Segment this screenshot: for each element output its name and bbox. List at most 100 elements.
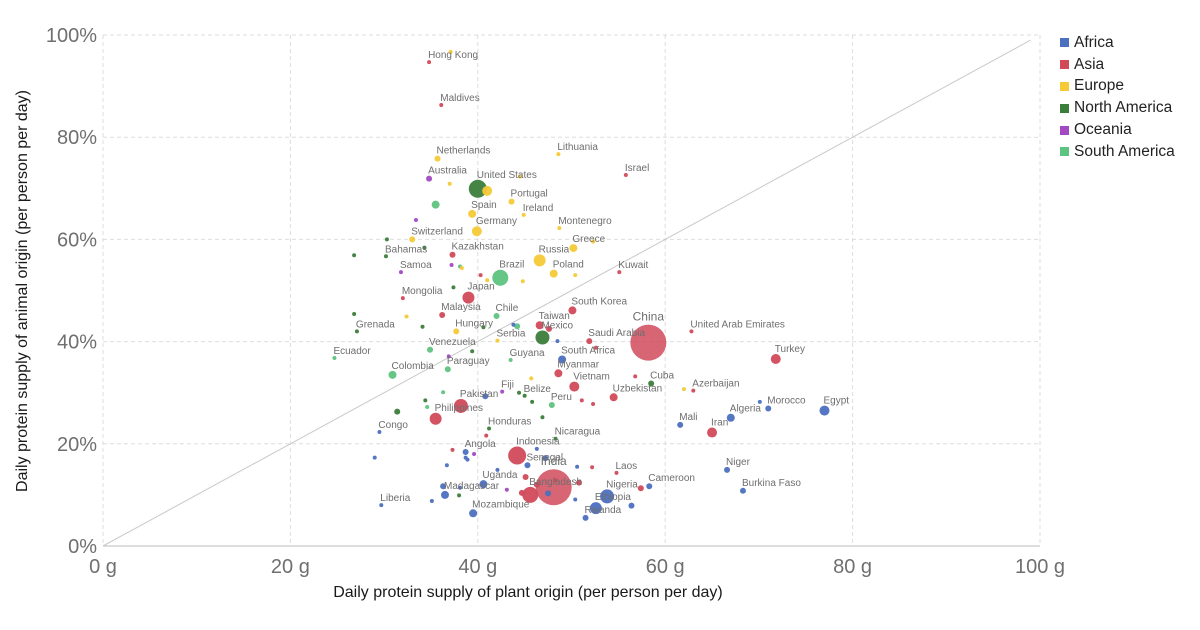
data-point-niger[interactable] [724, 466, 731, 473]
data-point-uganda[interactable] [479, 480, 488, 489]
data-point-algeria[interactable] [726, 413, 735, 422]
data-point-pakistan[interactable] [453, 398, 468, 413]
data-point-united-states[interactable] [468, 179, 487, 198]
data-point-brazil[interactable] [492, 269, 509, 286]
data-point[interactable] [533, 481, 540, 488]
data-point[interactable] [352, 253, 357, 258]
data-point[interactable] [495, 467, 500, 472]
data-point[interactable] [575, 479, 582, 486]
data-point[interactable] [591, 401, 596, 406]
data-point-vietnam[interactable] [569, 381, 580, 392]
data-point-guyana[interactable] [508, 357, 513, 362]
data-point[interactable] [446, 354, 451, 359]
data-point-hong-kong[interactable] [427, 60, 432, 65]
data-point[interactable] [514, 323, 521, 330]
data-point[interactable] [504, 487, 509, 492]
data-point-switzerland[interactable] [409, 236, 416, 243]
data-point[interactable] [465, 457, 470, 462]
data-point[interactable] [575, 464, 580, 469]
data-point-cuba[interactable] [648, 380, 655, 387]
data-point-lithuania[interactable] [556, 152, 561, 157]
data-point[interactable] [546, 325, 553, 332]
data-point[interactable] [485, 278, 490, 283]
data-point[interactable] [518, 489, 525, 496]
legend-item-oceania[interactable]: Oceania [1060, 119, 1175, 141]
data-point[interactable] [517, 390, 522, 395]
data-point-kuwait[interactable] [617, 270, 622, 275]
data-point[interactable] [429, 499, 434, 504]
data-point-nicaragua[interactable] [553, 436, 558, 441]
data-point[interactable] [628, 502, 635, 509]
data-point[interactable] [522, 474, 529, 481]
data-point-mongolia[interactable] [400, 296, 405, 301]
data-point-saudi-arabia[interactable] [586, 338, 593, 345]
data-point-serbia[interactable] [495, 338, 500, 343]
legend-item-asia[interactable]: Asia [1060, 54, 1175, 76]
data-point[interactable] [404, 314, 409, 319]
data-point[interactable] [517, 174, 522, 179]
data-point[interactable] [555, 339, 560, 344]
data-point[interactable] [540, 415, 545, 420]
data-point-laos[interactable] [614, 470, 619, 475]
data-point[interactable] [457, 493, 462, 498]
data-point-ireland[interactable] [521, 212, 526, 217]
data-point-senegal[interactable] [524, 462, 531, 469]
data-point[interactable] [372, 455, 377, 460]
data-point-greece[interactable] [569, 244, 578, 253]
data-point[interactable] [472, 452, 477, 457]
data-point-grenada[interactable] [354, 329, 359, 334]
data-point-morocco[interactable] [765, 405, 772, 412]
data-point-nigeria[interactable] [600, 489, 615, 504]
data-point[interactable] [484, 433, 489, 438]
data-point[interactable] [757, 399, 762, 404]
data-point-samoa[interactable] [398, 270, 403, 275]
data-point[interactable] [413, 217, 418, 222]
data-point-japan[interactable] [462, 291, 475, 304]
data-point-russia[interactable] [533, 254, 546, 267]
data-point-ethiopia[interactable] [589, 502, 602, 515]
data-point[interactable] [449, 262, 454, 267]
data-point-chile[interactable] [493, 313, 500, 320]
data-point-taiwan[interactable] [535, 321, 544, 330]
data-point[interactable] [447, 181, 452, 186]
data-point[interactable] [529, 376, 534, 381]
data-point-maldives[interactable] [439, 103, 444, 108]
data-point[interactable] [593, 345, 598, 350]
data-point[interactable] [637, 485, 644, 492]
data-point-egypt[interactable] [819, 405, 830, 416]
data-point[interactable] [482, 393, 489, 400]
legend-item-south-america[interactable]: South America [1060, 141, 1175, 163]
data-point-bangladesh[interactable] [522, 486, 539, 503]
data-point-honduras[interactable] [487, 426, 492, 431]
data-point[interactable] [459, 266, 464, 271]
data-point-belize[interactable] [522, 393, 527, 398]
data-point[interactable] [481, 325, 486, 330]
data-point-congo[interactable] [377, 430, 382, 435]
data-point[interactable] [511, 322, 516, 327]
data-point-indonesia[interactable] [508, 446, 527, 465]
data-point-madagascar[interactable] [441, 490, 450, 499]
data-point[interactable] [545, 490, 552, 497]
data-point-peru[interactable] [548, 401, 555, 408]
data-point-angola[interactable] [462, 448, 469, 455]
data-point-spain[interactable] [468, 209, 477, 218]
data-point-philippines[interactable] [429, 412, 442, 425]
data-point-azerbaijan[interactable] [691, 388, 696, 393]
data-point-rwanda[interactable] [582, 514, 589, 521]
data-point[interactable] [352, 312, 357, 317]
data-point-mexico[interactable] [535, 330, 550, 345]
data-point[interactable] [591, 239, 596, 244]
data-point[interactable] [482, 185, 493, 196]
data-point-malaysia[interactable] [439, 312, 446, 319]
data-point[interactable] [478, 273, 483, 278]
data-point-fiji[interactable] [500, 389, 505, 394]
data-point[interactable] [444, 463, 449, 468]
data-point-australia[interactable] [426, 175, 433, 182]
data-point[interactable] [579, 398, 584, 403]
data-point-south-korea[interactable] [568, 306, 577, 315]
data-point-poland[interactable] [549, 269, 558, 278]
data-point-turkey[interactable] [770, 353, 781, 364]
data-point[interactable] [450, 447, 455, 452]
data-point[interactable] [590, 465, 595, 470]
data-point-mozambique[interactable] [469, 509, 478, 518]
